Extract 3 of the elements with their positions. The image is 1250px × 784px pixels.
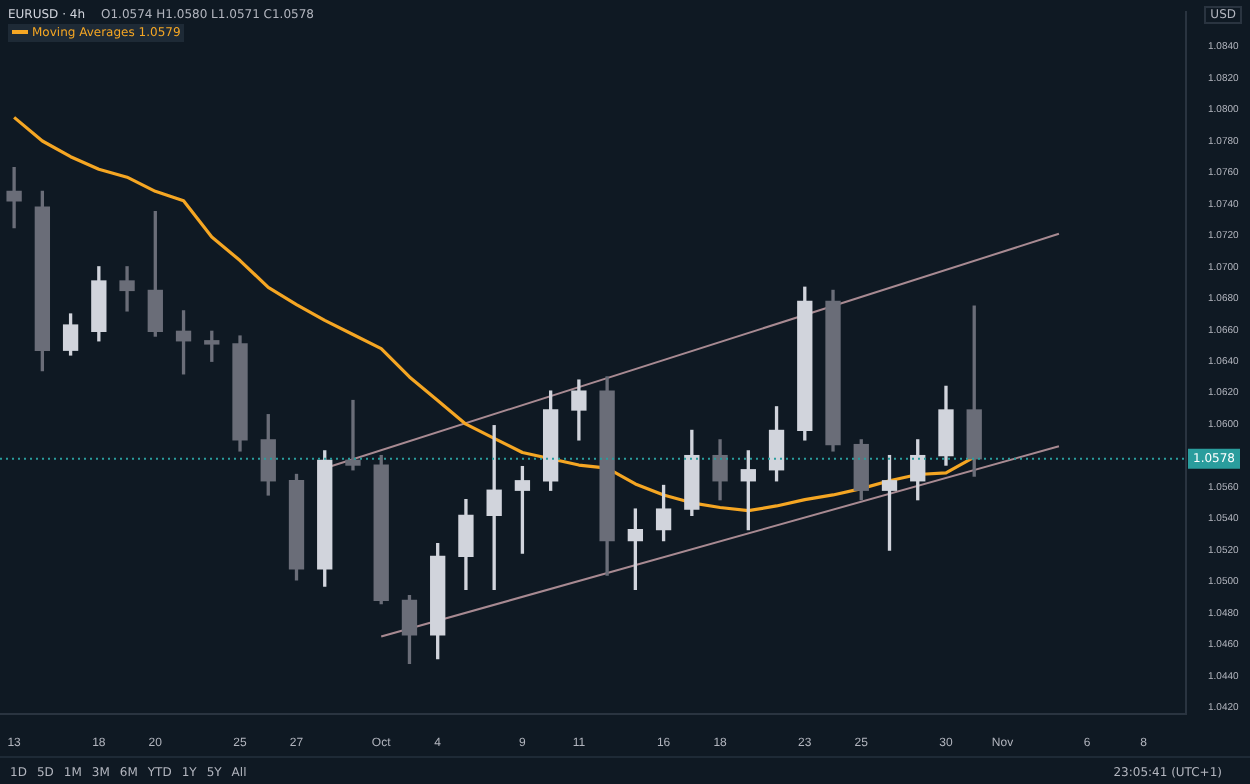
candlestick <box>6 167 22 229</box>
candlestick <box>345 399 361 471</box>
candlestick <box>119 266 135 312</box>
